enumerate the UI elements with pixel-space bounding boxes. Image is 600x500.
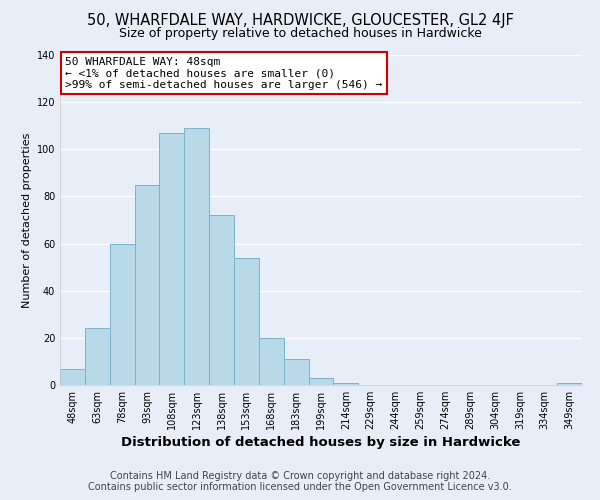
Bar <box>259 338 284 385</box>
Text: Contains HM Land Registry data © Crown copyright and database right 2024.
Contai: Contains HM Land Registry data © Crown c… <box>88 471 512 492</box>
Text: 50, WHARFDALE WAY, HARDWICKE, GLOUCESTER, GL2 4JF: 50, WHARFDALE WAY, HARDWICKE, GLOUCESTER… <box>86 12 514 28</box>
Bar <box>160 133 184 385</box>
Text: Size of property relative to detached houses in Hardwicke: Size of property relative to detached ho… <box>119 28 481 40</box>
X-axis label: Distribution of detached houses by size in Hardwicke: Distribution of detached houses by size … <box>121 436 521 449</box>
Bar <box>334 382 358 385</box>
Bar <box>85 328 110 385</box>
Bar <box>284 359 308 385</box>
Bar <box>234 258 259 385</box>
Bar <box>184 128 209 385</box>
Bar <box>134 184 160 385</box>
Bar <box>308 378 334 385</box>
Bar <box>209 216 234 385</box>
Bar <box>557 382 582 385</box>
Text: 50 WHARFDALE WAY: 48sqm
← <1% of detached houses are smaller (0)
>99% of semi-de: 50 WHARFDALE WAY: 48sqm ← <1% of detache… <box>65 56 382 90</box>
Bar <box>110 244 134 385</box>
Bar <box>60 368 85 385</box>
Y-axis label: Number of detached properties: Number of detached properties <box>22 132 32 308</box>
